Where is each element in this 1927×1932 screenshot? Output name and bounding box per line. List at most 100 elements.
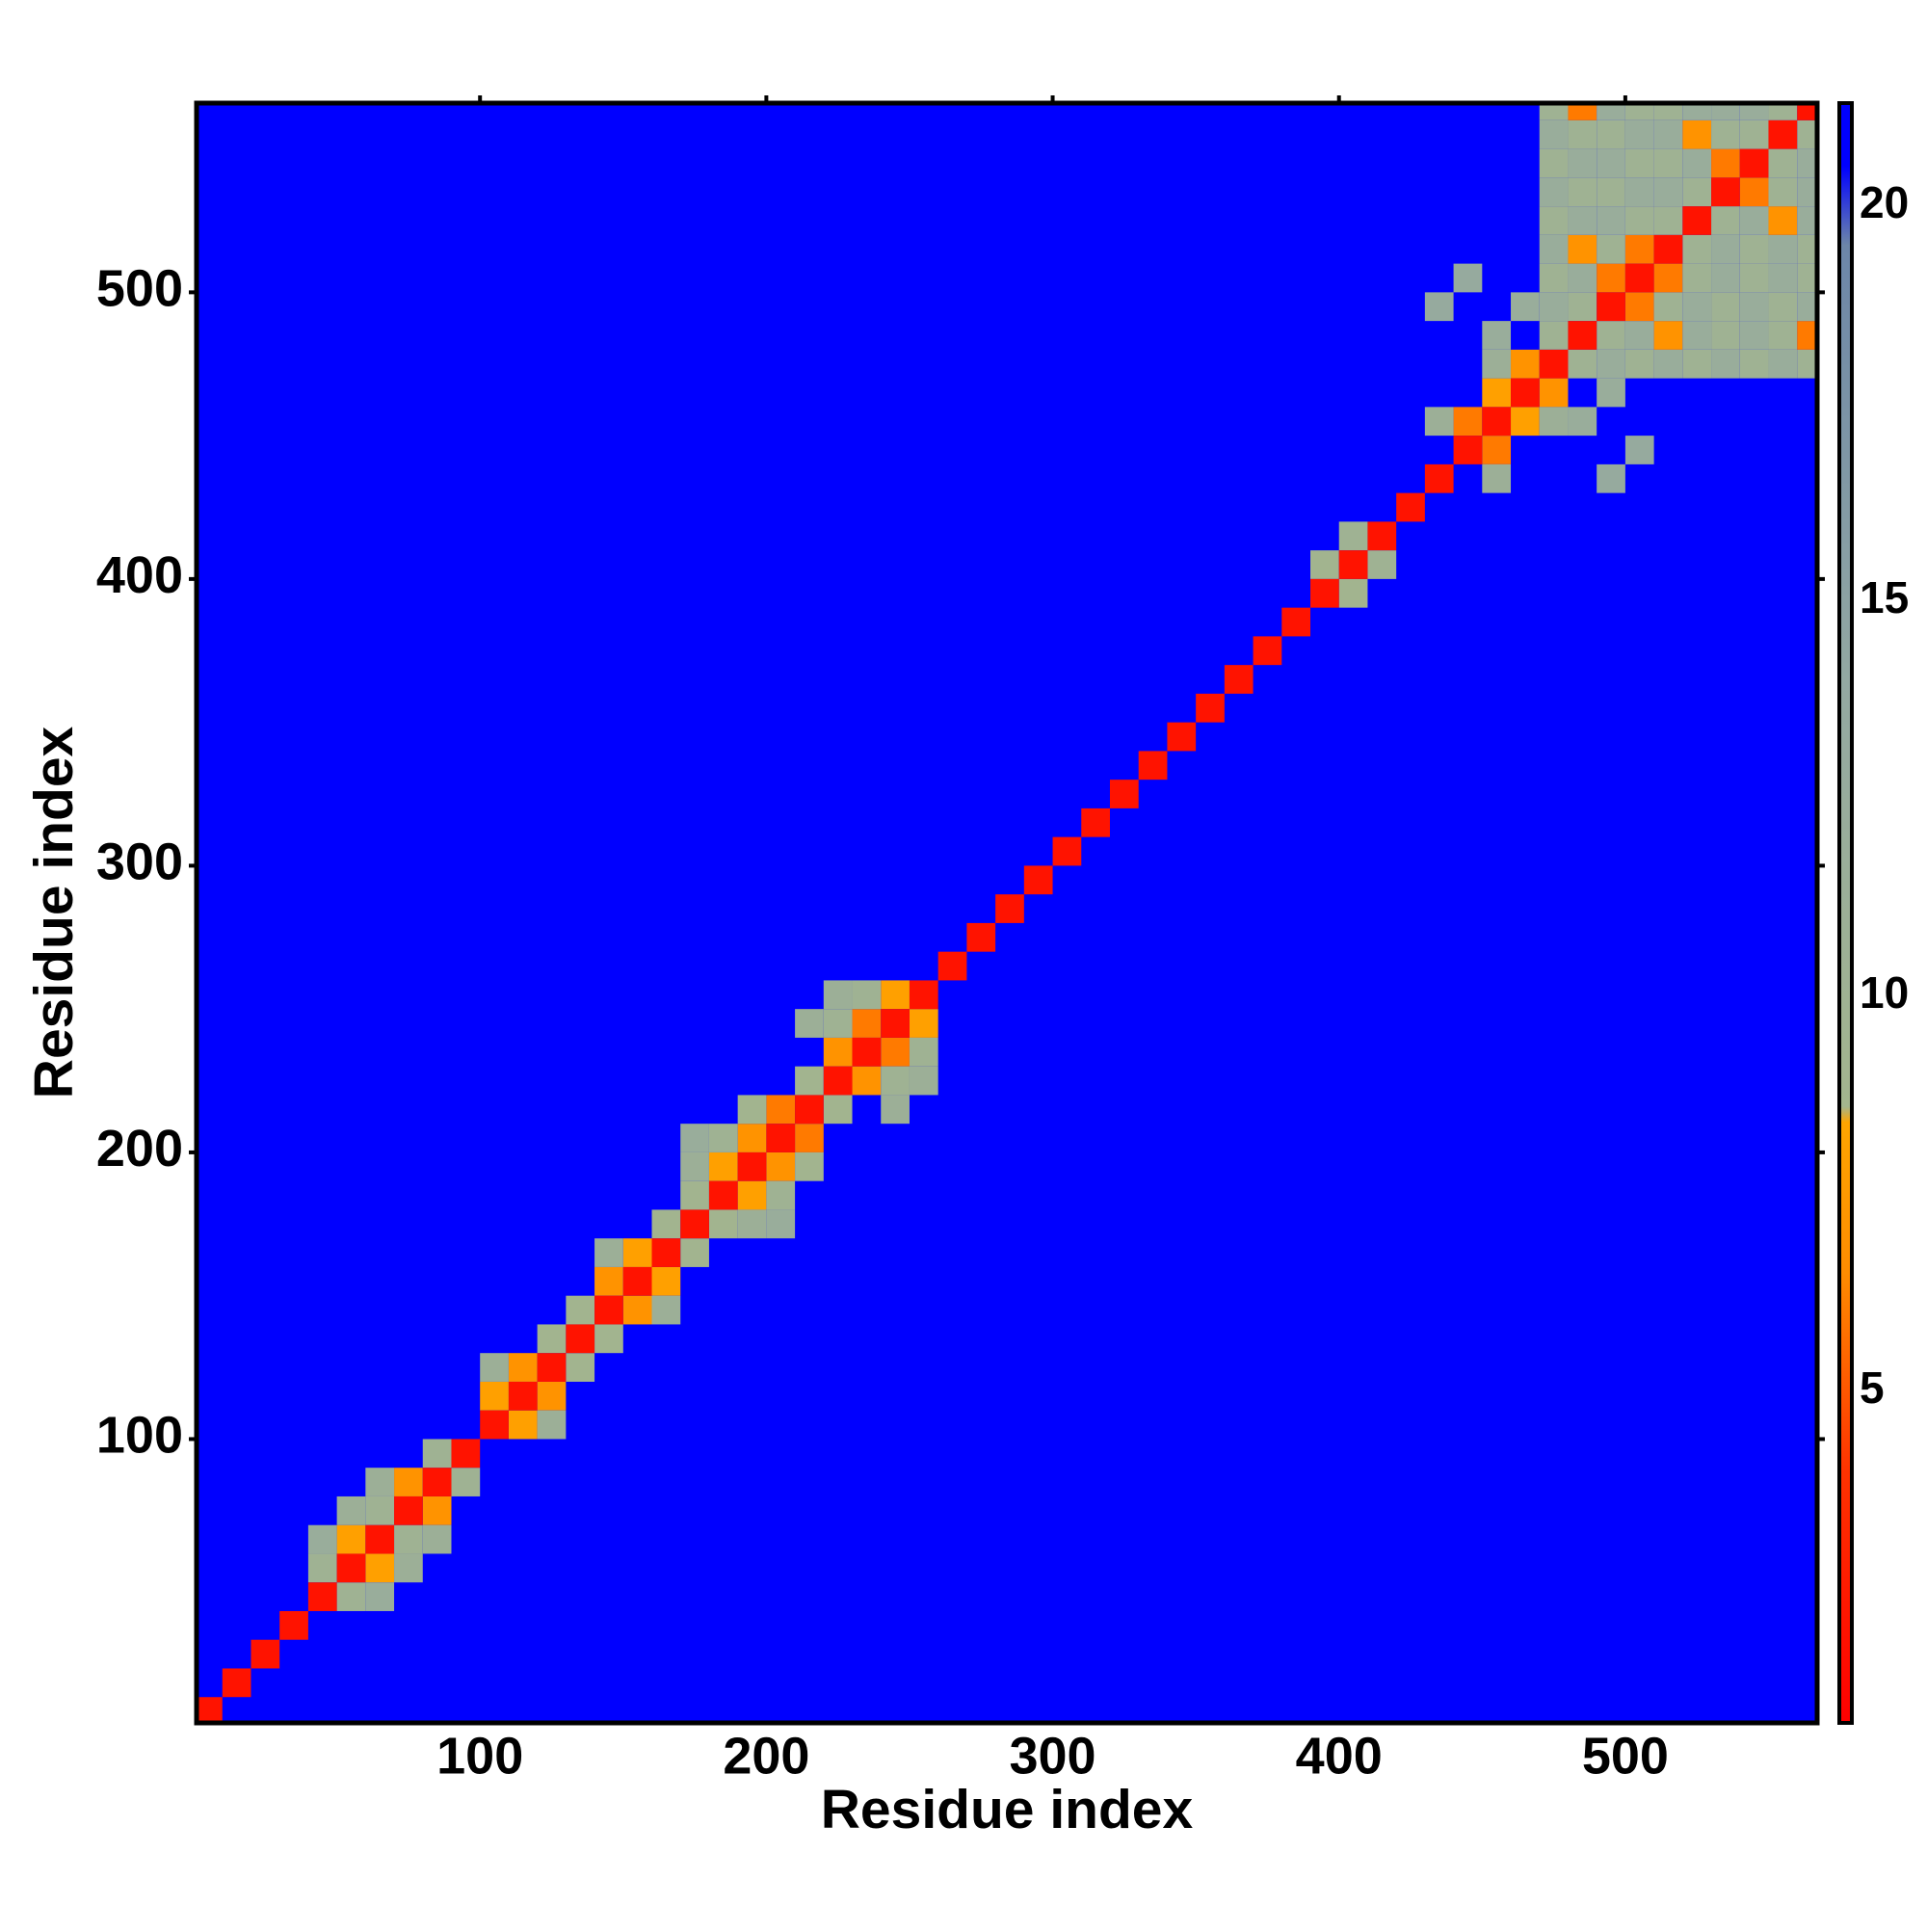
heatmap-cell <box>1453 263 1483 293</box>
heatmap-cell <box>1310 550 1339 579</box>
heatmap-cell <box>1739 206 1769 235</box>
heatmap-cell <box>680 1180 709 1210</box>
heatmap-cell <box>1797 148 1817 178</box>
heatmap-cell <box>1653 206 1683 235</box>
heatmap-cell <box>336 1495 366 1525</box>
heatmap-cell <box>1424 407 1454 437</box>
heatmap-cell <box>852 1009 882 1038</box>
heatmap-cell <box>737 1124 767 1152</box>
heatmap-cell <box>1539 349 1569 379</box>
heatmap-cell <box>1310 578 1339 608</box>
heatmap-cell <box>1739 321 1769 350</box>
colorbar-tick-label: 5 <box>1860 1363 1885 1413</box>
heatmap-cell <box>336 1582 366 1611</box>
heatmap-cell <box>823 1037 853 1067</box>
heatmap-cell <box>1711 119 1740 149</box>
heatmap-cell <box>1682 119 1712 149</box>
heatmap-cell <box>1797 292 1817 322</box>
heatmap-cell <box>1711 206 1740 235</box>
heatmap-cell <box>1711 103 1740 120</box>
heatmap-cell <box>1739 349 1769 379</box>
heatmap-cell <box>651 1238 681 1267</box>
heatmap-cell <box>1281 607 1311 637</box>
heatmap-cell <box>394 1553 423 1583</box>
heatmap-cell <box>1768 321 1798 350</box>
heatmap-cell <box>909 980 938 1010</box>
heatmap-cell <box>708 1209 738 1239</box>
heatmap-cell <box>365 1495 395 1525</box>
heatmap-cell <box>1424 292 1454 322</box>
heatmap-cell <box>680 1151 709 1181</box>
heatmap-cell <box>823 1095 853 1125</box>
heatmap-cell <box>651 1266 681 1296</box>
heatmap-cell <box>680 1238 709 1267</box>
heatmap-cell <box>766 1180 796 1210</box>
heatmap-cell <box>1196 693 1225 723</box>
heatmap-cell <box>1739 119 1769 149</box>
heatmap-cell <box>1624 292 1654 322</box>
heatmap-cell <box>1624 263 1654 293</box>
heatmap-cell <box>1568 407 1597 437</box>
heatmap-cell <box>1597 349 1625 379</box>
heatmap-cell <box>1624 349 1654 379</box>
heatmap-cell <box>1482 463 1512 493</box>
heatmap-cell <box>1624 206 1654 235</box>
heatmap-cell <box>823 1066 853 1096</box>
heatmap-cell <box>708 1180 738 1210</box>
heatmap-cell <box>197 1697 223 1723</box>
heatmap-cell <box>622 1238 652 1267</box>
heatmap-cell <box>1653 263 1683 293</box>
heatmap-cell <box>1597 463 1625 493</box>
heatmap-cell <box>1511 407 1540 437</box>
heatmap-cell <box>795 1066 824 1096</box>
heatmap-cell <box>1597 206 1625 235</box>
heatmap-cell <box>1797 349 1817 379</box>
heatmap-cell <box>766 1209 796 1239</box>
heatmap-cell <box>336 1553 366 1583</box>
heatmap-cell <box>1653 292 1683 322</box>
heatmap-cell <box>1711 349 1740 379</box>
heatmap-cell <box>1597 378 1625 408</box>
heatmap-cell <box>394 1495 423 1525</box>
heatmap-cell <box>1109 780 1139 808</box>
heatmap-cell <box>1568 103 1597 120</box>
heatmap-cell <box>795 1151 824 1181</box>
heatmap-cell <box>1711 321 1740 350</box>
heatmap-cell <box>594 1295 623 1325</box>
heatmap-cell <box>1023 865 1053 895</box>
heatmap-cell <box>1253 636 1282 666</box>
heatmap-cell <box>1167 722 1197 752</box>
heatmap-cell <box>795 1009 824 1038</box>
y-tick-label: 200 <box>96 1120 183 1178</box>
heatmap-cell <box>737 1180 767 1210</box>
heatmap-cell <box>422 1524 452 1554</box>
y-tick-label: 500 <box>96 260 183 318</box>
heatmap-cell <box>1482 321 1512 350</box>
heatmap-cell <box>1653 119 1683 149</box>
heatmap-cell <box>1682 321 1712 350</box>
heatmap-cell <box>1768 103 1798 120</box>
heatmap-cell <box>251 1639 280 1669</box>
heatmap-cell <box>737 1095 767 1125</box>
heatmap-cell <box>480 1381 509 1411</box>
colorbar-tick-label: 15 <box>1860 572 1909 622</box>
heatmap-cell <box>451 1468 481 1496</box>
heatmap-cell <box>508 1410 538 1440</box>
heatmap-cell <box>1052 836 1082 866</box>
heatmap-cell <box>1224 665 1254 694</box>
heatmap-cell <box>1624 119 1654 149</box>
heatmap-cell <box>1338 521 1368 551</box>
heatmap-cell <box>1797 263 1817 293</box>
heatmap-cell <box>1597 292 1625 322</box>
heatmap-cell <box>1424 463 1454 493</box>
heatmap-cell <box>537 1324 567 1354</box>
heatmap-cell <box>1597 177 1625 207</box>
heatmap-cell <box>1539 177 1569 207</box>
heatmap-cell <box>966 922 996 952</box>
heatmap-cell <box>1482 378 1512 408</box>
heatmap-cell <box>1511 349 1540 379</box>
heatmap-cell <box>1568 321 1597 350</box>
heatmap-cell <box>1597 148 1625 178</box>
heatmap-cell <box>852 1037 882 1067</box>
heatmap-cell <box>1739 103 1769 120</box>
